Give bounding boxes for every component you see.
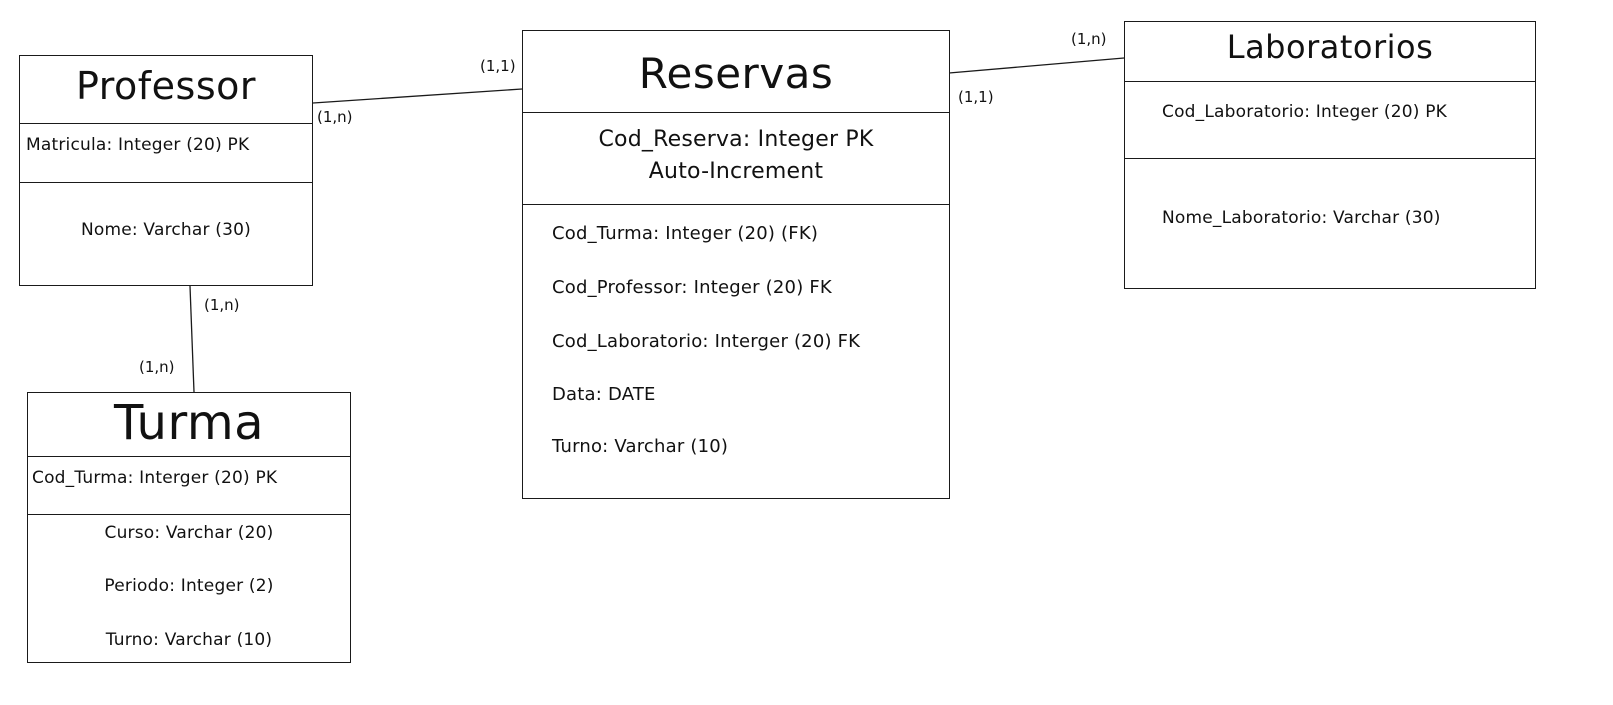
attribute: Cod_Laboratorio: Interger (20) FK <box>552 331 861 352</box>
cardinality-label: (1,1) <box>958 88 994 106</box>
entity-title: Turma <box>113 395 264 451</box>
entity-professor[interactable]: Professor Matricula: Integer (20) PK Nom… <box>19 55 313 286</box>
entity-divider <box>1125 158 1535 159</box>
entity-title: Reservas <box>638 49 834 98</box>
attribute: Turno: Varchar (10) <box>105 630 273 650</box>
entity-divider <box>20 182 312 183</box>
entity-divider <box>28 514 350 515</box>
attribute: Turno: Varchar (10) <box>552 436 729 457</box>
entity-reservas[interactable]: Reservas Cod_Reserva: Integer PK Auto-In… <box>522 30 950 499</box>
primary-key-attribute: Cod_Turma: Interger (20) PK <box>32 468 278 488</box>
entity-divider <box>20 123 312 124</box>
entity-turma[interactable]: Turma Cod_Turma: Interger (20) PK Curso:… <box>27 392 351 663</box>
attribute: Curso: Varchar (20) <box>104 523 274 543</box>
attribute: Cod_Professor: Integer (20) FK <box>552 277 832 298</box>
entity-divider <box>1125 81 1535 82</box>
attribute: Nome_Laboratorio: Varchar (30) <box>1162 208 1441 228</box>
cardinality-label: (1,n) <box>139 358 175 376</box>
cardinality-label: (1,1) <box>480 57 516 75</box>
primary-key-note: Auto-Increment <box>648 159 824 184</box>
primary-key-attribute: Cod_Laboratorio: Integer (20) PK <box>1162 102 1448 122</box>
entity-laboratorios[interactable]: Laboratorios Cod_Laboratorio: Integer (2… <box>1124 21 1536 289</box>
reservas-laboratorios-line <box>948 57 1125 74</box>
cardinality-label: (1,n) <box>204 296 240 314</box>
entity-divider <box>28 456 350 457</box>
cardinality-label: (1,n) <box>317 108 353 126</box>
attribute: Periodo: Integer (2) <box>104 576 274 596</box>
entity-divider <box>523 112 949 113</box>
attribute: Data: DATE <box>552 384 656 405</box>
primary-key-attribute: Matricula: Integer (20) PK <box>26 135 250 155</box>
primary-key-attribute: Cod_Reserva: Integer PK <box>598 127 874 152</box>
entity-divider <box>523 204 949 205</box>
attribute: Nome: Varchar (30) <box>80 220 252 240</box>
entity-title: Professor <box>75 64 256 108</box>
attribute: Cod_Turma: Integer (20) (FK) <box>552 223 819 244</box>
professor-reservas-line <box>312 88 523 104</box>
entity-title: Laboratorios <box>1226 28 1434 66</box>
professor-turma-line <box>189 285 195 393</box>
cardinality-label: (1,n) <box>1071 30 1107 48</box>
